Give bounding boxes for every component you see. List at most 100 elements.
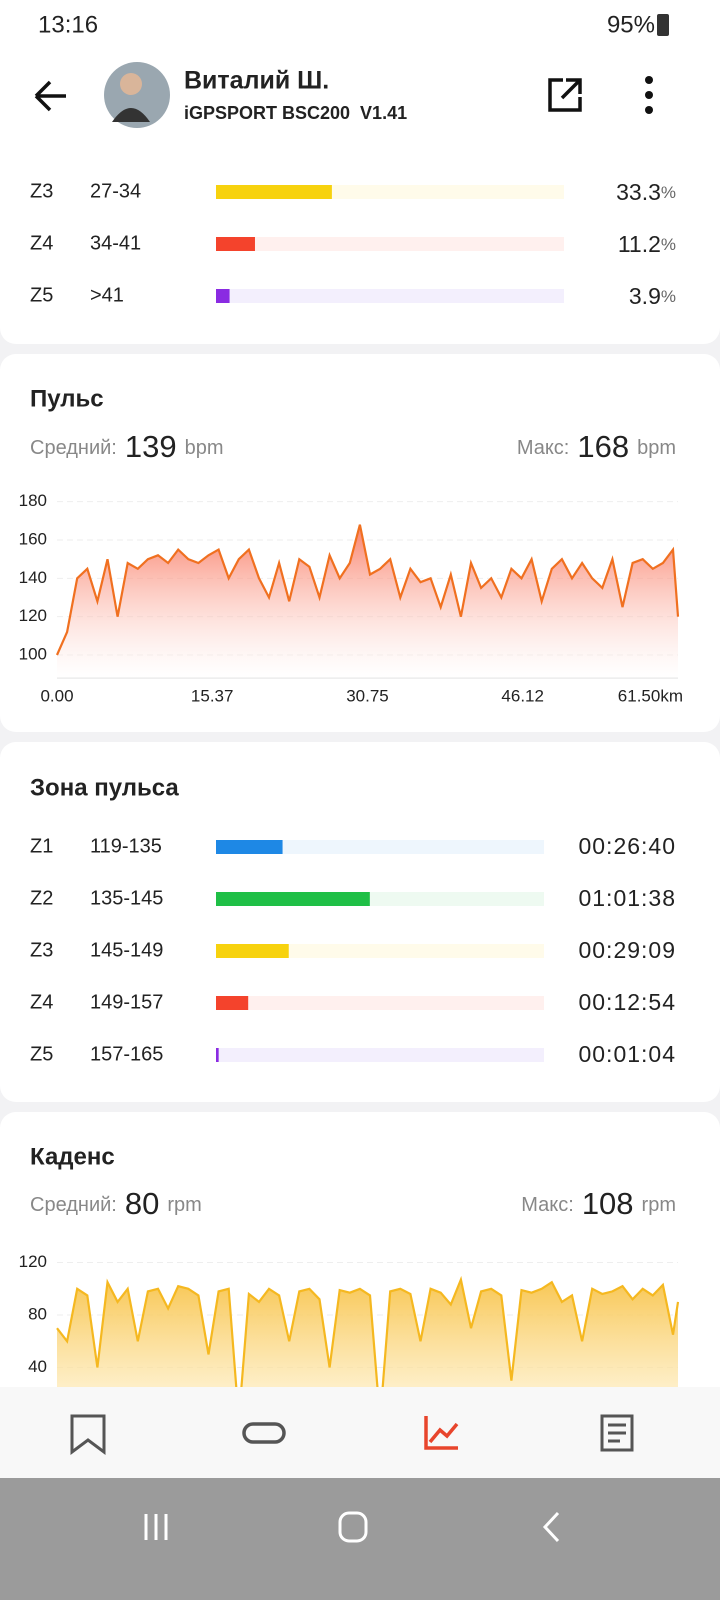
zone-value: 00:01:04 [578,1041,676,1067]
zone-bar [216,840,283,854]
unit: % [661,235,676,254]
zone-bar [216,944,289,958]
stat-max: Макс: 168 bpm [517,429,676,464]
value: 3.9 [629,283,661,309]
unit: % [661,183,676,202]
stat-label: Макс: [517,437,570,459]
content: Z3 27-34 33.3% Z4 34-41 11.2% Z5 >41 3.9% Пульс Ср… [19,179,683,1421]
zone-name: Z5 [30,1043,53,1065]
more-button[interactable] [645,76,653,114]
y-tick-label: 160 [19,529,47,548]
nav-favorites[interactable] [70,1414,106,1455]
avatar-face [120,73,142,95]
zone-range: 135-145 [90,887,163,909]
zone-card [0,742,720,1102]
zone-value: 11.2% [618,231,676,257]
zone-bar [216,289,230,303]
zone-bar [216,185,332,199]
system-back-button[interactable] [542,1511,560,1543]
zone-name: Z2 [30,887,53,909]
nav-device[interactable] [242,1422,286,1444]
zone-name: Z4 [30,232,53,254]
stat-avg: Средний: 139 bpm [30,429,224,464]
zone-value: 00:29:09 [578,937,676,963]
y-tick-label: 40 [28,1357,47,1376]
stat-unit: rpm [642,1194,676,1216]
x-tick-label: 15.37 [191,686,234,705]
y-tick-label: 80 [28,1305,47,1324]
y-tick-label: 120 [19,606,47,625]
zone-range: 119-135 [90,835,162,857]
stat-value: 139 [125,429,177,464]
share-button[interactable] [548,78,582,112]
x-tick-label: 0.00 [40,686,73,705]
zone-bar [216,892,370,906]
battery-icon [657,14,669,36]
line [56,1275,680,1421]
stat-value: 108 [582,1186,634,1221]
y-tick-label: 140 [19,568,47,587]
stat-unit: bpm [637,437,676,459]
nav-charts[interactable] [424,1416,459,1450]
y-tick-label: 180 [19,491,47,510]
zone-name: Z4 [30,991,53,1013]
card-title: Зона пульса [30,774,179,801]
zone-bar [216,237,255,251]
avatar[interactable] [104,62,170,128]
user-name: Виталий Ш. [184,67,329,95]
value: 11.2 [618,231,661,257]
zone-track [216,1048,544,1062]
card-title: Пульс [30,385,104,412]
zone-track [216,996,544,1010]
x-tick-label: 30.75 [346,686,389,705]
x-tick-label: 46.12 [501,686,544,705]
zone-name: Z5 [30,284,53,306]
avatar-body [112,108,150,122]
back-button[interactable] [34,80,66,112]
stat-value: 80 [125,1186,159,1221]
device: iGPSPORT BSC200 V1.41 [184,103,407,123]
clock: 13:16 [38,11,98,38]
stat-value: 168 [577,429,629,464]
zone-value: 3.9% [629,283,676,309]
zone-range: 34-41 [90,232,141,254]
recents-button[interactable] [144,1514,168,1540]
zone-track [216,944,544,958]
stat-unit: bpm [185,437,224,459]
stat-max: Макс: 108 rpm [521,1186,676,1221]
zone-range: 157-165 [90,1043,163,1065]
zone-name: Z1 [30,835,53,857]
unit: % [661,287,676,306]
zone-range: >41 [90,284,124,306]
zone-name: Z3 [30,939,53,961]
y-tick-label: 100 [19,644,47,663]
stat-avg: Средний: 80 rpm [30,1186,202,1221]
zone-bar [216,996,249,1010]
zone-track [216,237,564,251]
y-tick-label: 120 [19,1252,47,1271]
battery-text: 95% [607,11,655,38]
zone-value: 33.3% [616,179,676,205]
stat-unit: rpm [167,1194,201,1216]
zone-range: 145-149 [90,939,163,961]
zone-track [216,840,544,854]
line [55,524,680,656]
zone-range: 149-157 [90,991,163,1013]
zone-track [216,289,564,303]
zone-bar [216,1048,219,1062]
x-tick-label: 61.50km [618,686,683,705]
zone-range: 27-34 [90,180,141,202]
zone-value: 00:26:40 [578,833,676,859]
zone-name: Z3 [30,180,53,202]
area [57,1279,678,1420]
zone-value: 00:12:54 [578,989,676,1015]
bottom-nav [0,1387,720,1478]
stat-label: Макс: [521,1194,574,1216]
home-button[interactable] [338,1511,368,1543]
stat-label: Средний: [30,437,117,459]
zone-value: 01:01:38 [578,885,676,911]
card-title: Каденс [30,1143,115,1170]
nav-details[interactable] [600,1414,634,1452]
